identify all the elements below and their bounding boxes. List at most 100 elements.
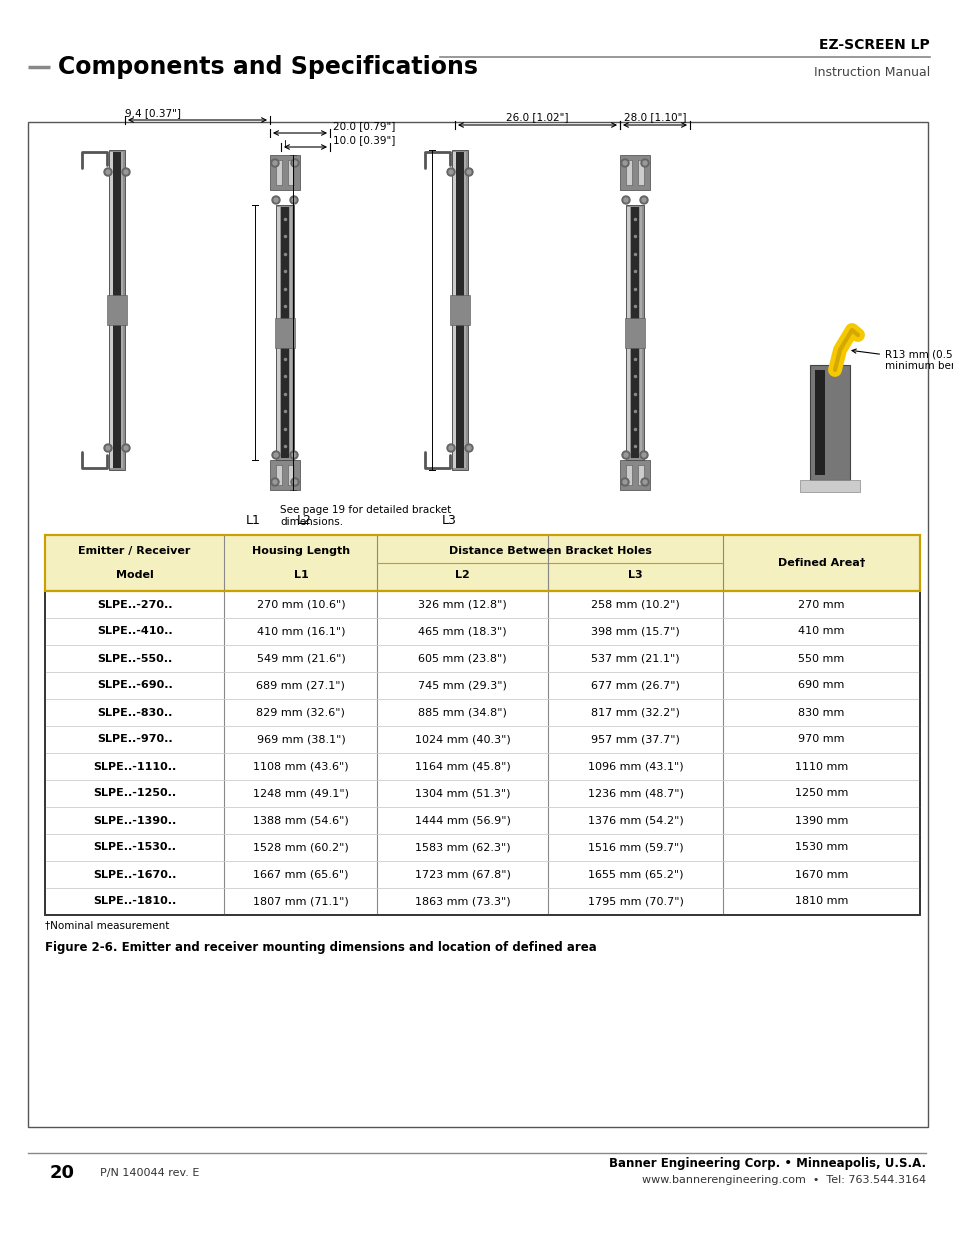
Circle shape — [639, 196, 647, 204]
Circle shape — [290, 451, 297, 459]
Circle shape — [273, 161, 276, 165]
Circle shape — [104, 445, 112, 452]
Text: 817 mm (32.2"): 817 mm (32.2") — [591, 708, 679, 718]
Circle shape — [623, 453, 627, 457]
Text: 26.0 [1.02"]: 26.0 [1.02"] — [506, 112, 568, 122]
Text: 1376 mm (54.2"): 1376 mm (54.2") — [587, 815, 682, 825]
Bar — [121, 152, 123, 468]
Bar — [274, 317, 294, 347]
Circle shape — [641, 198, 645, 203]
Text: 745 mm (29.3"): 745 mm (29.3") — [418, 680, 507, 690]
Circle shape — [272, 451, 280, 459]
Text: 1110 mm: 1110 mm — [794, 762, 847, 772]
Text: Distance Between Bracket Holes: Distance Between Bracket Holes — [449, 546, 651, 556]
Text: L3: L3 — [628, 571, 642, 580]
Circle shape — [272, 196, 280, 204]
Bar — [626, 207, 629, 458]
Text: 1810 mm: 1810 mm — [794, 897, 847, 906]
Text: SLPE..-830..: SLPE..-830.. — [97, 708, 172, 718]
Bar — [107, 295, 127, 325]
Text: SLPE..-1670..: SLPE..-1670.. — [92, 869, 176, 879]
Bar — [45, 535, 919, 592]
Text: L2: L2 — [296, 514, 312, 527]
Bar — [45, 535, 919, 915]
Bar — [450, 295, 470, 325]
Text: 537 mm (21.1"): 537 mm (21.1") — [591, 653, 679, 663]
Text: 326 mm (12.8"): 326 mm (12.8") — [418, 599, 507, 610]
Text: L2: L2 — [455, 571, 470, 580]
Bar — [276, 207, 280, 458]
Circle shape — [124, 170, 128, 174]
Circle shape — [620, 478, 628, 487]
Text: 1304 mm (51.3"): 1304 mm (51.3") — [415, 788, 510, 799]
Circle shape — [293, 480, 296, 484]
Circle shape — [292, 198, 295, 203]
Text: Defined Area†: Defined Area† — [777, 558, 864, 568]
Text: 549 mm (21.6"): 549 mm (21.6") — [256, 653, 345, 663]
Bar — [638, 466, 643, 485]
Text: 1807 mm (71.1"): 1807 mm (71.1") — [253, 897, 349, 906]
Text: 1108 mm (43.6"): 1108 mm (43.6") — [253, 762, 349, 772]
Bar — [110, 152, 112, 468]
Text: 605 mm (23.8"): 605 mm (23.8") — [418, 653, 507, 663]
Circle shape — [292, 453, 295, 457]
Text: L3: L3 — [441, 514, 456, 527]
Circle shape — [620, 159, 628, 167]
Bar — [456, 152, 463, 468]
Text: SLPE..-410..: SLPE..-410.. — [97, 626, 172, 636]
Text: Components and Specifications: Components and Specifications — [58, 56, 477, 79]
Text: Emitter / Receiver: Emitter / Receiver — [78, 546, 191, 556]
Bar — [463, 152, 465, 468]
Bar — [290, 207, 292, 458]
Text: 1583 mm (62.3"): 1583 mm (62.3") — [415, 842, 510, 852]
Bar — [625, 161, 631, 185]
Text: 1236 mm (48.7"): 1236 mm (48.7") — [587, 788, 683, 799]
Bar — [809, 366, 849, 480]
Circle shape — [622, 480, 626, 484]
Text: SLPE..-1810..: SLPE..-1810.. — [93, 897, 176, 906]
Text: SLPE..-270..: SLPE..-270.. — [97, 599, 172, 610]
Text: 957 mm (37.7"): 957 mm (37.7") — [591, 735, 679, 745]
Bar — [275, 466, 282, 485]
Bar — [619, 156, 649, 190]
Circle shape — [464, 168, 473, 177]
Text: 969 mm (38.1"): 969 mm (38.1") — [256, 735, 345, 745]
Text: Instruction Manual: Instruction Manual — [813, 67, 929, 79]
Text: Figure 2-6. Emitter and receiver mounting dimensions and location of defined are: Figure 2-6. Emitter and receiver mountin… — [45, 941, 597, 953]
Bar — [45, 535, 919, 915]
Text: 1670 mm: 1670 mm — [794, 869, 847, 879]
Circle shape — [274, 453, 277, 457]
Text: 398 mm (15.7"): 398 mm (15.7") — [591, 626, 679, 636]
Text: 1388 mm (54.6"): 1388 mm (54.6") — [253, 815, 349, 825]
Circle shape — [271, 159, 278, 167]
Text: SLPE..-970..: SLPE..-970.. — [97, 735, 172, 745]
Text: SLPE..-690..: SLPE..-690.. — [96, 680, 172, 690]
Text: R13 mm (0.5")
minimum bend: R13 mm (0.5") minimum bend — [851, 350, 953, 370]
Text: †Nominal measurement: †Nominal measurement — [45, 920, 170, 930]
Text: 830 mm: 830 mm — [798, 708, 843, 718]
Bar — [109, 149, 125, 471]
Circle shape — [621, 196, 629, 204]
Circle shape — [447, 445, 455, 452]
Circle shape — [290, 196, 297, 204]
Text: 9.4 [0.37"]: 9.4 [0.37"] — [125, 107, 181, 119]
Bar — [453, 152, 456, 468]
Bar — [639, 207, 641, 458]
Circle shape — [291, 478, 298, 487]
Circle shape — [106, 170, 110, 174]
Text: 1667 mm (65.6"): 1667 mm (65.6") — [253, 869, 349, 879]
Text: 1390 mm: 1390 mm — [794, 815, 847, 825]
Text: 10.0 [0.39"]: 10.0 [0.39"] — [333, 135, 395, 144]
Text: 20.0 [0.79"]: 20.0 [0.79"] — [333, 121, 395, 131]
Circle shape — [449, 446, 453, 450]
Text: SLPE..-1250..: SLPE..-1250.. — [93, 788, 176, 799]
Circle shape — [622, 161, 626, 165]
Circle shape — [449, 170, 453, 174]
Text: 677 mm (26.7"): 677 mm (26.7") — [591, 680, 679, 690]
Circle shape — [271, 478, 278, 487]
Text: 885 mm (34.8"): 885 mm (34.8") — [418, 708, 507, 718]
Text: 689 mm (27.1"): 689 mm (27.1") — [256, 680, 345, 690]
Text: 1723 mm (67.8"): 1723 mm (67.8") — [415, 869, 510, 879]
Circle shape — [639, 451, 647, 459]
Bar — [800, 480, 859, 492]
